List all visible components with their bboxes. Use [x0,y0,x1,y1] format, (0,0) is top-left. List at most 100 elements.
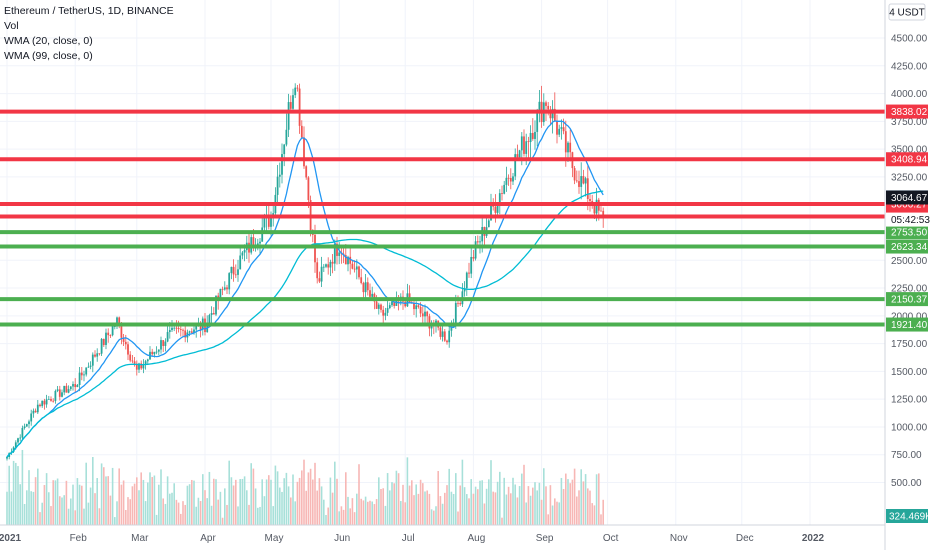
volume-bar [323,499,325,525]
volume-bar [457,511,459,525]
volume-bar [182,501,184,525]
candle-body [276,176,279,195]
x-tick-label: Sep [536,533,554,544]
volume-bar [298,477,301,525]
volume-bar [516,497,519,525]
y-tick-label: 750.00 [891,450,922,461]
candle-body [355,266,358,270]
volume-bar [481,480,483,525]
volume-bar [270,479,272,525]
volume-bar [433,510,435,525]
volume-bar [287,486,290,525]
candle-body [12,447,15,452]
y-tick-label: 4000.00 [891,89,928,100]
candle-body [111,326,114,336]
volume-bar [107,476,109,525]
candle-body [89,365,92,367]
candle-body [331,261,334,264]
volume-bar [48,492,50,525]
y-tick-label: 3250.00 [891,172,928,183]
volume-bar [96,478,98,525]
candle-body [316,262,319,279]
candle-body [556,121,558,135]
candle-body [155,351,158,353]
volume-bar [6,491,8,525]
candle-body [512,176,514,182]
candle-body [153,351,156,355]
volume-bar [252,468,255,525]
candle-body [177,328,180,329]
candle-body [129,354,132,361]
volume-bar [441,503,444,525]
candle-body [470,256,473,274]
y-tick-label: 1750.00 [891,339,928,350]
candle-body [193,329,195,333]
x-tick-label: Feb [70,533,88,544]
volume-bar [340,506,343,525]
candle-body [320,266,323,282]
volume-bar [593,505,596,525]
volume-bar [417,493,420,525]
candle-body [135,363,138,370]
candle-body [232,266,235,275]
volume-bar [105,476,107,525]
volume-bar [532,487,534,525]
volume-bar [400,501,402,525]
volume-bar [294,501,296,525]
candle-body [463,288,466,292]
volume-bar [191,479,193,525]
volume-bar [237,506,239,525]
volume-bar [573,468,576,525]
volume-tag-label: 324.469K [889,512,932,523]
volume-bar [483,503,486,525]
candle-body [61,392,63,397]
volume-bar [450,491,453,525]
candle-body [459,303,462,305]
volume-bar [89,487,92,525]
volume-bar [468,498,470,525]
candle-body [589,198,591,202]
volume-bar [41,502,43,525]
candle-body [105,332,107,345]
volume-bar [362,500,365,525]
candle-body [100,338,103,354]
volume-bar [32,491,35,525]
x-tick-label: Apr [200,533,216,544]
volume-bar [261,479,263,525]
volume-bar [230,477,233,525]
volume-bar [257,507,259,525]
candle-body [87,366,90,368]
volume-bar [162,498,164,525]
volume-bar [342,509,345,525]
volume-bar [466,494,468,525]
volume-bar [549,485,552,525]
candle-body [14,442,17,448]
wma99-label: WMA (99, close, 0) [4,50,93,62]
candle-body [465,272,468,289]
volume-bar [510,493,512,525]
volume-bar [349,508,351,525]
volume-bar [397,473,400,525]
candle-body [270,215,272,227]
currency-badge[interactable]: 4 USDT [888,3,926,21]
volume-bar [507,486,510,525]
candle-body [505,177,508,185]
candle-body [56,389,59,391]
candle-body [305,166,308,178]
volume-bar [422,483,424,525]
volume-bar [602,499,604,525]
candle-body [569,142,572,153]
volume-bar [408,485,411,525]
volume-bar [153,475,156,525]
candle-body [138,363,140,370]
volume-bar [81,485,83,525]
candle-body [208,314,211,323]
candle-body [144,361,147,365]
y-tick-label: 500.00 [891,478,922,489]
candle-body [498,193,501,206]
volume-bar [485,488,488,525]
volume-bar [345,472,347,525]
candle-body [116,317,118,327]
candle-body [50,398,52,401]
